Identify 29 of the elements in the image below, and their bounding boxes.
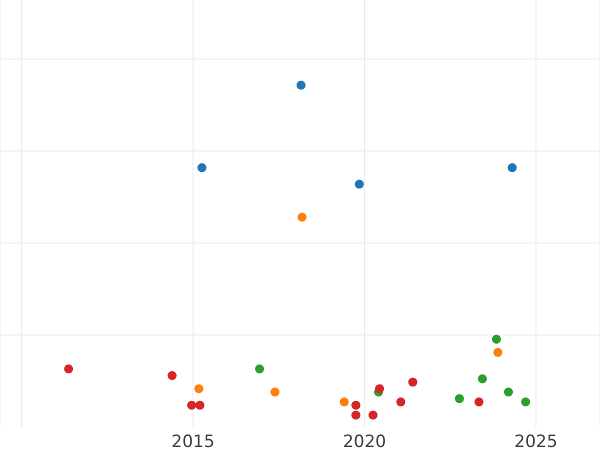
point (474, 397, 484, 406)
point (354, 180, 364, 189)
point (351, 410, 360, 420)
point (375, 384, 384, 394)
point (168, 371, 177, 380)
point (351, 400, 360, 410)
point (521, 397, 530, 406)
point (197, 163, 206, 172)
point (340, 397, 349, 406)
point (408, 378, 418, 387)
x-tick-label: 2015 (171, 432, 215, 450)
point (64, 364, 74, 374)
point (504, 388, 513, 397)
point (396, 397, 406, 406)
point (194, 384, 204, 394)
point (493, 348, 502, 357)
point (454, 394, 464, 404)
point (255, 364, 264, 374)
point (492, 334, 501, 344)
point (187, 400, 196, 410)
point (478, 374, 487, 384)
point (508, 163, 517, 172)
point (296, 80, 306, 90)
point (195, 400, 204, 410)
point (298, 212, 307, 222)
x-tick-label: 2020 (342, 432, 386, 450)
x-tick-label: 2025 (514, 432, 558, 450)
point (270, 388, 280, 397)
point (368, 410, 378, 420)
